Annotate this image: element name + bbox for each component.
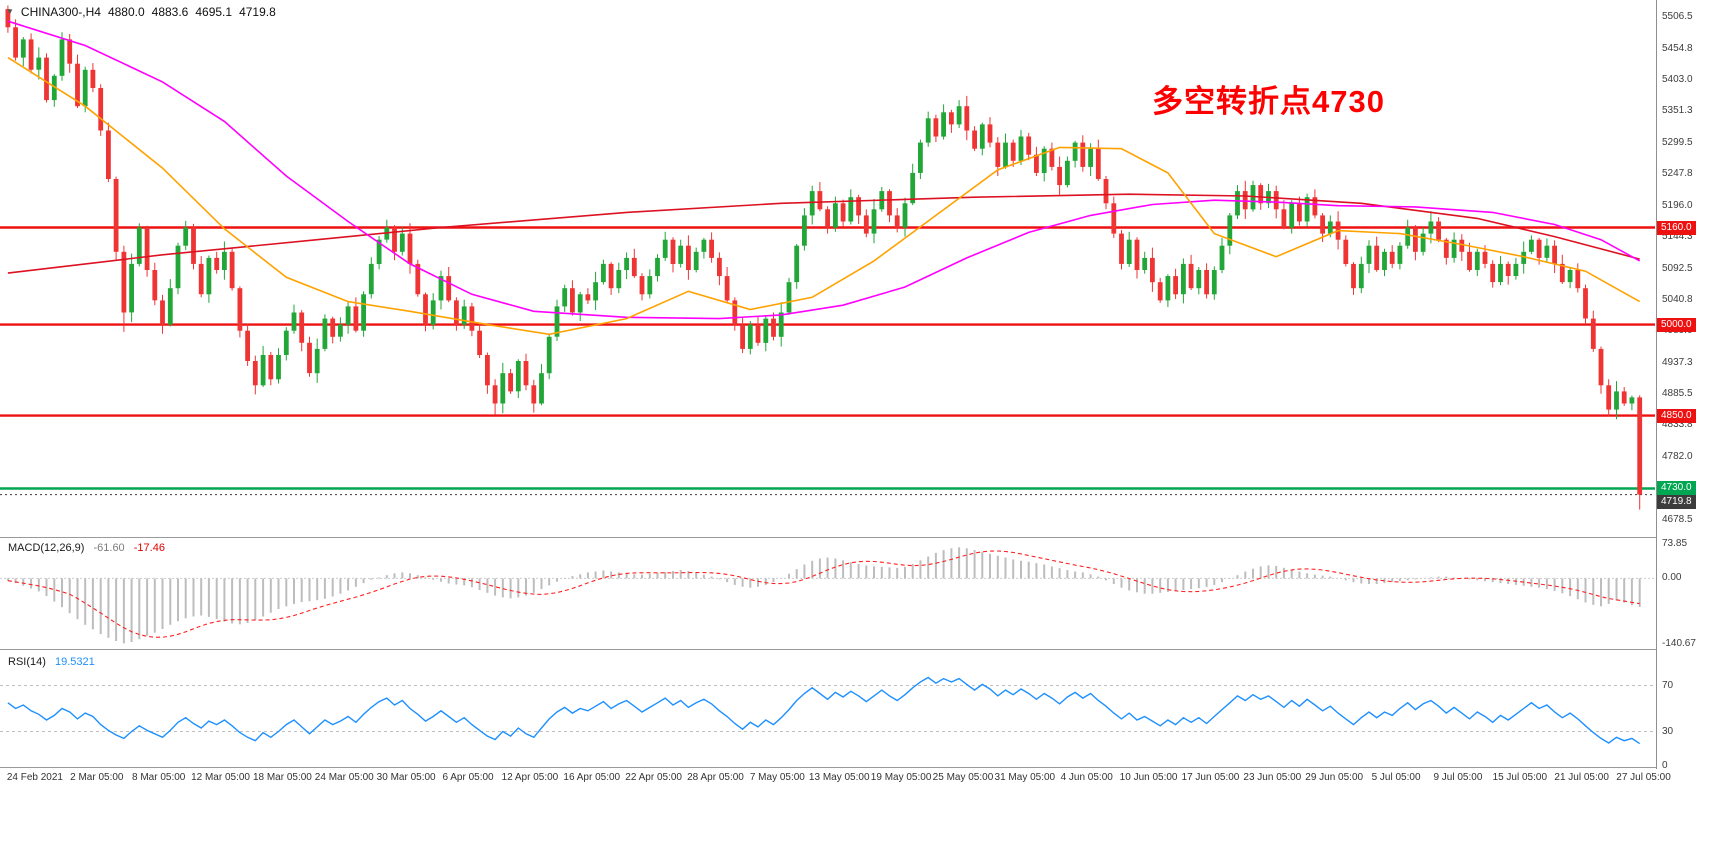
price-axis-label: 4833.8 <box>1662 419 1693 431</box>
time-axis-label: 19 May 05:00 <box>870 772 932 783</box>
price-axis-label: 5506.5 <box>1662 11 1693 23</box>
ohlc-open-value: 4880.0 <box>107 5 145 19</box>
moving-averages-layer <box>7 20 1641 336</box>
price-badge: 4850.0 <box>1657 408 1696 423</box>
time-axis-label: 13 May 05:00 <box>808 772 870 783</box>
time-axis-label: 9 Jul 05:00 <box>1433 772 1483 783</box>
mid-ma-orange <box>7 56 1641 336</box>
time-axis-label: 12 Apr 05:00 <box>501 772 559 783</box>
time-axis-label: 12 Mar 05:00 <box>191 772 250 783</box>
macd-axis-label: -140.67 <box>1662 637 1696 649</box>
macd-main-value: -61.60 <box>93 542 125 554</box>
time-axis-label: 17 Jun 05:00 <box>1181 772 1240 783</box>
ohlc-low-value: 4695.1 <box>195 5 233 19</box>
time-axis-label: 6 Apr 05:00 <box>442 772 494 783</box>
price-axis-label: 5351.3 <box>1662 105 1693 117</box>
macd-axis-label: 0.00 <box>1662 572 1682 584</box>
macd-axis-label: 73.85 <box>1662 538 1688 550</box>
candles-layer <box>5 5 1643 510</box>
rsi-name: RSI(14) <box>8 656 46 668</box>
rsi-axis-label: 0 <box>1662 760 1668 771</box>
price-axis[interactable]: 5506.5 5454.8 5403.0 5351.3 5299.5 5247.8 5196… <box>1656 0 1726 790</box>
price-axis-label: 5403.0 <box>1662 74 1693 86</box>
time-axis-label: 31 May 05:00 <box>994 772 1056 783</box>
ohlc-close-value: 4719.8 <box>239 5 276 19</box>
symbol-timeframe-label: CHINA300-,H4 <box>20 5 101 19</box>
time-axis-label: 15 Jul 05:00 <box>1492 772 1548 783</box>
price-badge: 5160.0 <box>1657 220 1696 235</box>
rsi-axis-label: 30 <box>1662 725 1674 737</box>
time-axis-label: 30 Mar 05:00 <box>376 772 436 783</box>
time-axis-label: 16 Apr 05:00 <box>563 772 621 783</box>
rsi-layer <box>0 676 1655 745</box>
price-axis-label: 5092.5 <box>1662 262 1693 274</box>
macd-signal-line <box>7 550 1640 638</box>
time-axis-label: 23 Jun 05:00 <box>1243 772 1302 783</box>
price-axis-label: 4937.3 <box>1662 356 1693 368</box>
price-badge: 4730.0 <box>1657 481 1696 496</box>
time-axis-label: 7 May 05:00 <box>749 772 805 783</box>
annotation-text[interactable]: 多空转折点4730 <box>1152 84 1385 119</box>
price-axis-label: 5247.8 <box>1662 168 1693 180</box>
time-axis-label: 24 Feb 2021 <box>6 772 64 783</box>
time-axis-label: 22 Apr 05:00 <box>625 772 682 783</box>
horizontal-level-lines <box>0 226 1655 496</box>
chart-dropdown-icon[interactable]: ▼ <box>6 7 14 16</box>
price-axis-label: 5144.3 <box>1662 231 1693 243</box>
time-axis-label: 2 Mar 05:00 <box>70 772 124 783</box>
time-axis-label: 10 Jun 05:00 <box>1119 772 1178 783</box>
ohlc-high-value: 4883.6 <box>151 5 189 19</box>
price-badge: 4719.8 <box>1657 495 1696 510</box>
time-axis-label: 24 Mar 05:00 <box>314 772 374 783</box>
time-axis-label: 4 Jun 05:00 <box>1060 772 1113 783</box>
time-axis-label: 8 Mar 05:00 <box>131 772 186 783</box>
slow-ma-red <box>7 193 1640 274</box>
price-axis-label: 5299.5 <box>1662 136 1693 148</box>
chart-title-bar: ▼ CHINA300-,H4 4880.0 4883.6 4695.1 4719… <box>6 5 276 19</box>
price-axis-label: 5196.0 <box>1662 199 1693 211</box>
time-axis-label: 27 Jul 05:00 <box>1616 772 1671 783</box>
rsi-axis-label: 70 <box>1662 679 1674 691</box>
price-axis-label: 4678.5 <box>1662 513 1693 525</box>
rsi-line <box>7 676 1641 745</box>
rsi-indicator-label: RSI(14) 19.5321 <box>8 656 95 668</box>
price-axis-label: 5040.8 <box>1662 293 1693 305</box>
price-axis-label: 4782.0 <box>1662 450 1693 462</box>
time-axis[interactable]: 24 Feb 2021 2 Mar 05:00 8 Mar 05:00 12 Mar … <box>0 769 1726 790</box>
time-axis-label: 25 May 05:00 <box>932 772 994 783</box>
chart-canvas[interactable] <box>0 0 1726 790</box>
long-ma-magenta <box>7 20 1641 320</box>
panel-separators <box>0 537 1726 768</box>
price-axis-label: 5454.8 <box>1662 42 1693 54</box>
time-axis-label: 21 Jul 05:00 <box>1554 772 1609 783</box>
macd-signal-value: -17.46 <box>133 542 165 554</box>
macd-indicator-label: MACD(12,26,9) -61.60 -17.46 <box>8 542 165 554</box>
time-axis-label: 28 Apr 05:00 <box>687 772 744 783</box>
time-axis-label: 29 Jun 05:00 <box>1305 772 1364 783</box>
macd-layer <box>0 547 1655 644</box>
time-axis-label: 18 Mar 05:00 <box>252 772 312 783</box>
macd-name: MACD(12,26,9) <box>8 542 85 554</box>
price-badge: 5000.0 <box>1657 317 1696 332</box>
price-axis-label: 4885.5 <box>1662 388 1693 400</box>
rsi-value: 19.5321 <box>54 656 95 668</box>
time-axis-label: 5 Jul 05:00 <box>1371 772 1421 783</box>
